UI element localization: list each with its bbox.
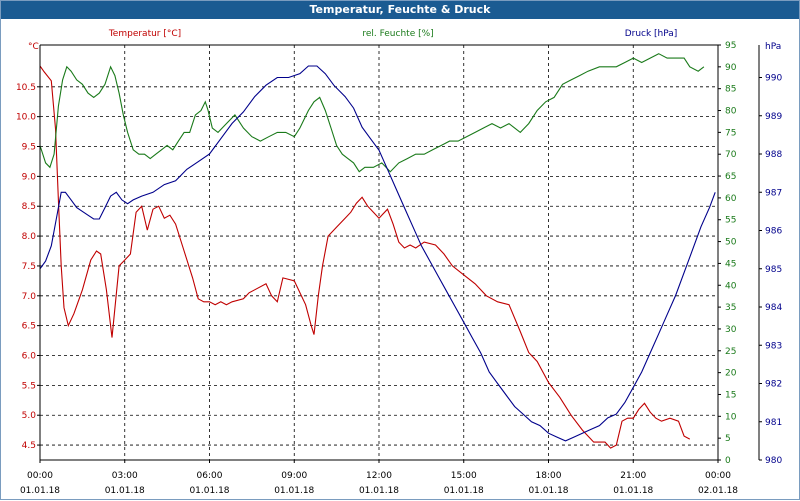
humidity-tick-label: 55 xyxy=(725,216,736,226)
temperature-tick-label: 6.5 xyxy=(22,322,36,332)
x-tick-label-time: 12:00 xyxy=(366,471,392,481)
pressure-tick-label: 981 xyxy=(765,418,782,428)
x-tick-label-time: 00:00 xyxy=(27,471,53,481)
pressure-tick-label: 989 xyxy=(765,112,782,122)
humidity-axis-title: rel. Feuchte [%] xyxy=(362,29,433,39)
temperature-tick-label: 4.5 xyxy=(22,441,36,451)
x-tick-label-time: 21:00 xyxy=(620,471,646,481)
temperature-axis-title: Temperatur [°C] xyxy=(108,29,181,39)
x-tick-label-time: 15:00 xyxy=(451,471,477,481)
humidity-tick-label: 90 xyxy=(725,63,737,73)
pressure-tick-label: 990 xyxy=(765,74,782,84)
humidity-tick-label: 25 xyxy=(725,347,736,357)
x-tick-label-time: 09:00 xyxy=(281,471,307,481)
x-tick-label-time: 18:00 xyxy=(536,471,562,481)
humidity-tick-label: 65 xyxy=(725,172,736,182)
humidity-tick-label: 40 xyxy=(725,281,737,291)
temperature-tick-label: 10.5 xyxy=(16,83,36,93)
pressure-tick-label: 987 xyxy=(765,188,782,198)
humidity-tick-label: 85 xyxy=(725,85,736,95)
x-tick-label-date: 01.01.18 xyxy=(20,486,60,496)
labels: Temperatur [°C] rel. Feuchte [%] Druck [… xyxy=(28,29,781,52)
humidity-tick-label: 15 xyxy=(725,390,736,400)
pressure-tick-label: 988 xyxy=(765,150,782,160)
pressure-tick-label: 983 xyxy=(765,341,782,351)
temperature-tick-label: 7.0 xyxy=(22,292,37,302)
temperature-tick-label: 5.5 xyxy=(22,381,36,391)
temperature-tick-label: 5.0 xyxy=(22,411,37,421)
x-tick-label-time: 00:00 xyxy=(705,471,731,481)
humidity-tick-label: 0 xyxy=(725,456,731,466)
humidity-tick-label: 5 xyxy=(725,434,731,444)
humidity-series-line xyxy=(39,53,705,173)
grid xyxy=(40,45,718,460)
x-tick-label-date: 01.01.18 xyxy=(105,486,145,496)
series-layer xyxy=(39,53,716,449)
humidity-tick-label: 10 xyxy=(725,412,737,422)
temperature-unit-label: °C xyxy=(28,42,39,52)
x-tick-label-date: 01.01.18 xyxy=(274,486,314,496)
pressure-series-line xyxy=(39,65,716,442)
x-tick-label-date: 01.01.18 xyxy=(613,486,653,496)
temperature-tick-label: 9.5 xyxy=(22,143,36,153)
temperature-tick-label: 9.0 xyxy=(22,172,37,182)
temperature-tick-label: 8.0 xyxy=(22,232,37,242)
humidity-tick-label: 20 xyxy=(725,369,737,379)
humidity-tick-label: 75 xyxy=(725,128,736,138)
temperature-tick-label: 6.0 xyxy=(22,352,37,362)
humidity-tick-label: 70 xyxy=(725,150,737,160)
x-tick-label-date: 01.01.18 xyxy=(444,486,484,496)
humidity-tick-label: 80 xyxy=(725,107,737,117)
x-tick-label-time: 06:00 xyxy=(197,471,223,481)
x-tick-label-date: 02.01.18 xyxy=(698,486,738,496)
x-tick-label-date: 01.01.18 xyxy=(528,486,568,496)
pressure-tick-label: 985 xyxy=(765,265,782,275)
humidity-tick-label: 30 xyxy=(725,325,737,335)
humidity-tick-label: 45 xyxy=(725,259,736,269)
x-tick-label-date: 01.01.18 xyxy=(359,486,399,496)
axes: 4.5 5.0 5.5 6.0 6.5 7.0 7.5 8.0 8.5 9.0 9.5 10.0 10.… xyxy=(16,41,782,496)
humidity-tick-label: 35 xyxy=(725,303,736,313)
pressure-tick-label: 984 xyxy=(765,303,782,313)
pressure-axis-title: Druck [hPa] xyxy=(625,29,678,39)
pressure-tick-label: 982 xyxy=(765,380,782,390)
temperature-tick-label: 7.5 xyxy=(22,262,36,272)
temperature-tick-label: 10.0 xyxy=(16,113,36,123)
pressure-unit-label: hPa xyxy=(765,42,781,52)
temperature-tick-label: 8.5 xyxy=(22,202,36,212)
window-title: Temperatur, Feuchte & Druck xyxy=(1,1,799,19)
humidity-tick-label: 95 xyxy=(725,41,736,51)
temperature-series-line xyxy=(39,65,691,449)
x-tick-label-date: 01.01.18 xyxy=(189,486,229,496)
pressure-tick-label: 986 xyxy=(765,227,782,237)
pressure-tick-label: 980 xyxy=(765,456,782,466)
x-tick-label-time: 03:00 xyxy=(112,471,138,481)
humidity-tick-label: 50 xyxy=(725,238,737,248)
humidity-tick-label: 60 xyxy=(725,194,737,204)
